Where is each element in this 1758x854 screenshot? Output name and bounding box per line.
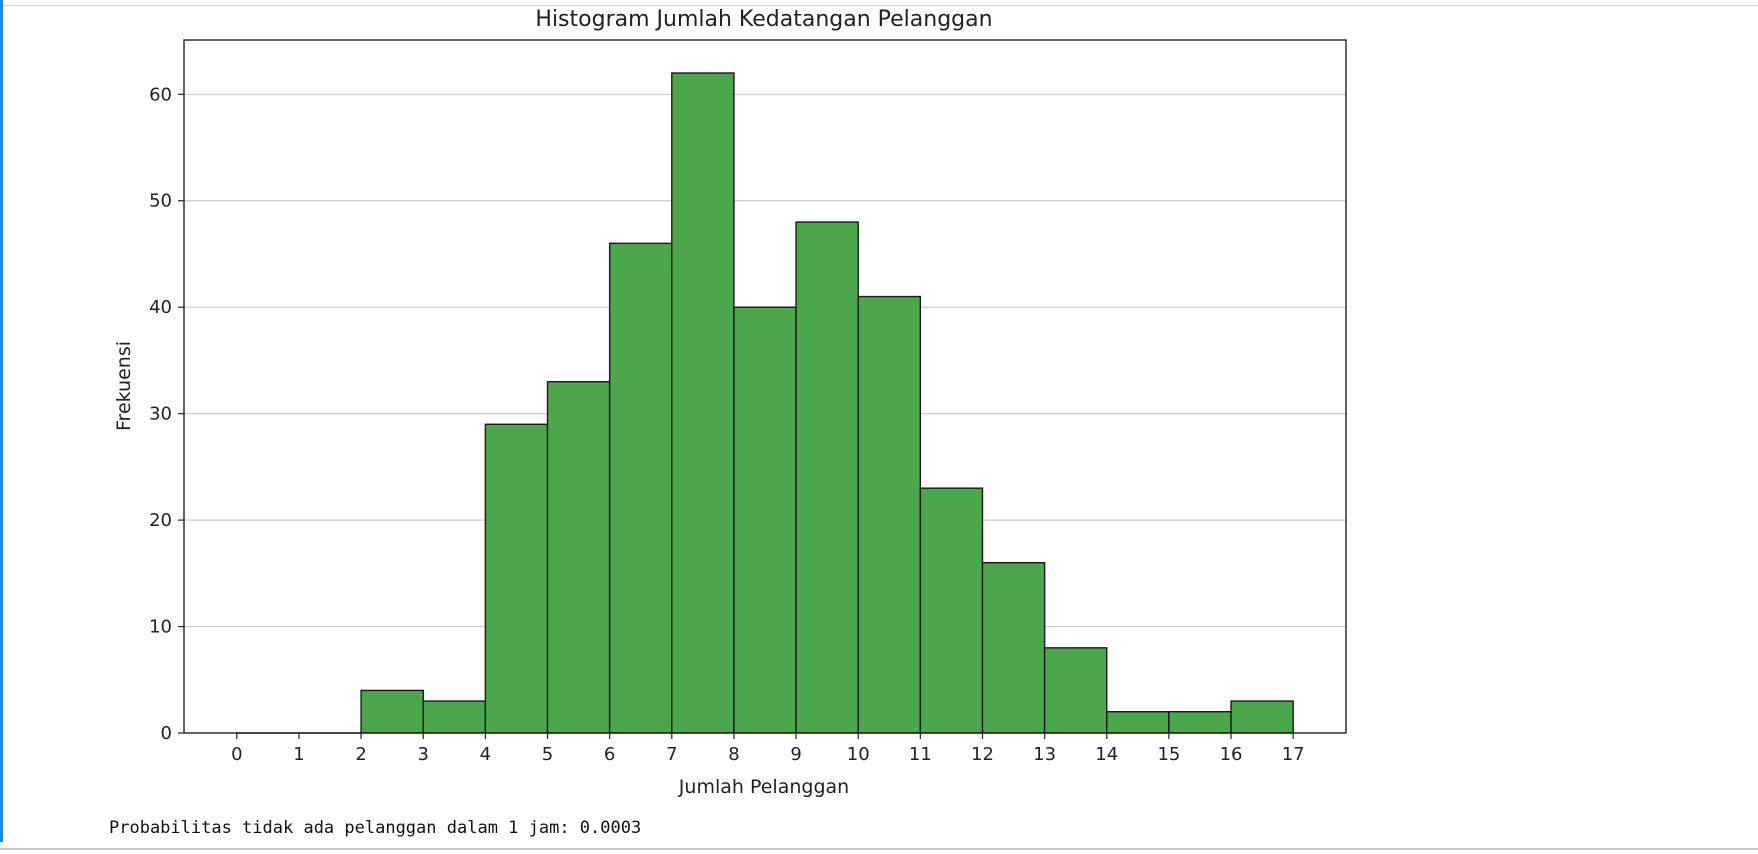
histogram-bar-16: [1230, 700, 1294, 734]
x-tick-label-8: 8: [728, 744, 739, 765]
x-tick-label-11: 11: [909, 744, 932, 765]
x-axis-label: Jumlah Pelanggan: [678, 776, 849, 798]
histogram-bar-3: [422, 700, 487, 734]
y-tick-label-6: 60: [149, 84, 172, 105]
y-tick-label-3: 30: [149, 404, 172, 425]
x-tick-label-7: 7: [666, 744, 677, 765]
histogram-bar-7: [671, 72, 735, 734]
cell-output-text: Probabilitas tidak ada pelanggan dalam 1…: [109, 818, 642, 838]
cell-bottom-divider: [0, 848, 1758, 850]
y-tick-label-5: 50: [149, 191, 172, 212]
x-tick-label-4: 4: [480, 744, 491, 765]
cell-accent-bar: [0, 0, 3, 842]
histogram-bar-5: [546, 381, 611, 734]
histogram-bar-11: [919, 487, 984, 734]
histogram-bar-15: [1168, 711, 1232, 734]
x-tick-label-16: 16: [1220, 744, 1243, 765]
histogram-bar-12: [981, 561, 1046, 734]
y-tick-label-1: 10: [149, 617, 172, 638]
x-tick-label-10: 10: [847, 744, 870, 765]
y-tick-label-2: 20: [149, 510, 172, 531]
x-tick-label-3: 3: [418, 744, 429, 765]
y-axis-label: Frekuensi: [113, 341, 135, 431]
histogram-chart: Histogram Jumlah Kedatangan Pelanggan 0 1…: [113, 7, 1347, 798]
cell-top-divider: [3, 5, 1758, 6]
y-tick-label-0: 0: [161, 723, 172, 744]
histogram-bar-13: [1043, 647, 1108, 734]
x-tick-label-14: 14: [1095, 744, 1118, 765]
histogram-bar-6: [608, 242, 673, 734]
x-tick-label-0: 0: [231, 744, 242, 765]
y-axis-ticks: 0 10 20 30 40 50 60: [149, 84, 184, 744]
x-tick-label-1: 1: [293, 744, 304, 765]
histogram-bar-14: [1106, 711, 1170, 734]
plot-frame: [183, 39, 1347, 734]
chart-title: Histogram Jumlah Kedatangan Pelanggan: [535, 7, 992, 32]
histogram-bars: [236, 72, 1294, 734]
x-tick-label-15: 15: [1157, 744, 1180, 765]
histogram-bar-4: [484, 423, 549, 734]
x-tick-label-2: 2: [355, 744, 366, 765]
y-tick-label-4: 40: [149, 297, 172, 318]
x-tick-label-13: 13: [1033, 744, 1056, 765]
x-tick-label-9: 9: [790, 744, 801, 765]
x-tick-label-5: 5: [542, 744, 553, 765]
histogram-bar-10: [857, 295, 922, 734]
histogram-bar-8: [733, 306, 797, 734]
histogram-bar-9: [795, 221, 859, 734]
x-tick-label-6: 6: [604, 744, 615, 765]
histogram-bar-2: [360, 689, 424, 734]
x-tick-label-17: 17: [1282, 744, 1305, 765]
x-axis-ticks: 0 1 2 3 4 5 6 7 8 9 10 11 12 13 14 15 16 17: [231, 733, 1305, 765]
x-tick-label-12: 12: [971, 744, 994, 765]
